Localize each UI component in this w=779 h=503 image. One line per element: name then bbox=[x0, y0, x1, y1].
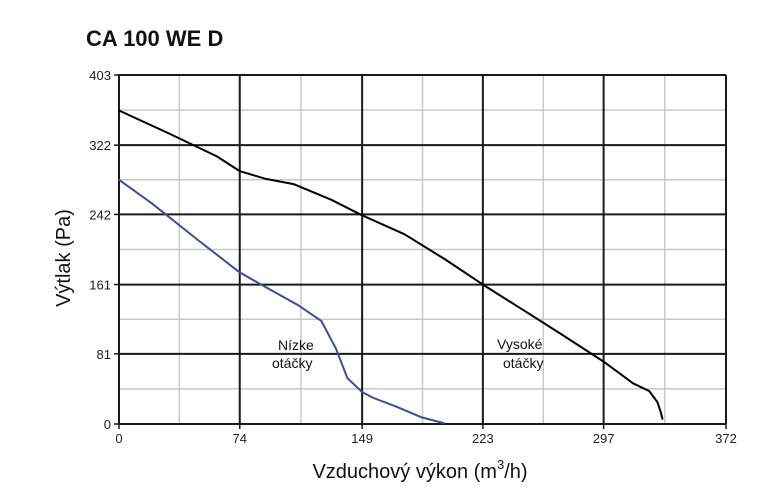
annotation-high-line2: otáčky bbox=[503, 355, 543, 371]
y-tick-label: 242 bbox=[89, 207, 111, 222]
y-axis-label: Výtlak (Pa) bbox=[53, 209, 75, 307]
y-tick-label: 0 bbox=[104, 417, 111, 432]
y-tick-label: 322 bbox=[89, 138, 111, 153]
x-axis-label-end: /h) bbox=[504, 461, 527, 483]
grid-major bbox=[118, 74, 727, 425]
series-line-high bbox=[118, 109, 664, 420]
y-tick-label: 161 bbox=[89, 278, 111, 293]
grid-minor bbox=[119, 75, 726, 424]
annotation-high: Vysoké otáčky bbox=[497, 336, 543, 371]
series-line-low bbox=[118, 178, 445, 425]
y-tick-labels: 0 81 161 242 322 403 bbox=[89, 68, 119, 432]
annotation-low-line1: Nízke bbox=[278, 337, 314, 353]
series-group bbox=[118, 109, 664, 425]
x-tick-label: 74 bbox=[233, 431, 247, 446]
x-tick-label: 223 bbox=[472, 431, 494, 446]
annotation-high-line1: Vysoké bbox=[497, 336, 543, 352]
annotation-low-line2: otáčky bbox=[272, 355, 312, 371]
x-tick-label: 297 bbox=[593, 431, 615, 446]
x-tick-label: 0 bbox=[115, 431, 122, 446]
x-axis-label: Vzduchový výkon (m3/h) bbox=[312, 457, 527, 483]
x-axis-label-sup: 3 bbox=[497, 457, 504, 472]
x-tick-label: 149 bbox=[351, 431, 373, 446]
x-tick-label: 372 bbox=[715, 431, 737, 446]
annotation-low: Nízke otáčky bbox=[272, 337, 314, 371]
y-tick-label: 403 bbox=[89, 68, 111, 83]
x-axis-label-main: Vzduchový výkon (m bbox=[312, 461, 497, 483]
y-tick-label: 81 bbox=[97, 347, 111, 362]
chart-title: CA 100 WE D bbox=[86, 26, 223, 51]
x-tick-labels: 0 74 149 223 297 372 bbox=[115, 424, 737, 446]
